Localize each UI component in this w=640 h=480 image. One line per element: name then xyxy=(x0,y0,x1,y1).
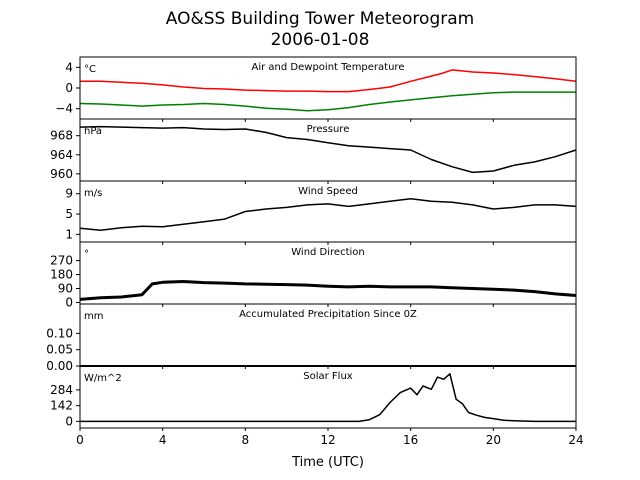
panel-unit: °C xyxy=(84,64,96,75)
panel-title: Pressure xyxy=(307,124,350,135)
panel-title: Solar Flux xyxy=(303,371,353,382)
panel-1: 4 0 −4 Air and Dewpoint Temperature °C xyxy=(55,56,577,122)
y-tick-label: 964 xyxy=(50,148,73,162)
x-axis: 0 4 8 12 16 20 24 xyxy=(76,433,583,447)
panel-3: 9 5 1 Wind Speed m/s xyxy=(65,180,577,245)
y-tick-label: 0 xyxy=(65,414,73,428)
x-tick-label: 16 xyxy=(403,433,418,447)
panel-title: Wind Direction xyxy=(291,247,365,258)
y-tick-label: 960 xyxy=(50,167,73,181)
x-tick-label: 0 xyxy=(76,433,84,447)
y-tick-label: 968 xyxy=(50,129,73,143)
y-tick-label: 90 xyxy=(58,282,73,296)
series-line-other xyxy=(79,125,577,174)
panel-unit: hPa xyxy=(84,126,102,137)
y-tick-label: 0.00 xyxy=(46,359,73,373)
panel-unit: mm xyxy=(84,311,103,322)
x-tick-label: 8 xyxy=(242,433,250,447)
panel-title: Wind Speed xyxy=(298,186,358,197)
series-line-other xyxy=(79,280,577,301)
y-tick-label: 9 xyxy=(65,187,73,201)
series-line-dewpoint xyxy=(79,91,576,112)
y-tick-label: 142 xyxy=(50,399,73,413)
x-tick-label: 4 xyxy=(159,433,167,447)
y-tick-label: 0 xyxy=(65,81,73,95)
y-tick-label: 0 xyxy=(65,295,73,309)
x-tick-label: 12 xyxy=(320,433,335,447)
panel-title: Accumulated Precipitation Since 0Z xyxy=(239,309,417,320)
chart-title-line2: 2006-01-08 xyxy=(271,30,370,50)
y-tick-label: 4 xyxy=(65,60,73,74)
panels: 4 0 −4 Air and Dewpoint Temperature °C 968 964… xyxy=(46,56,577,431)
panel-5: 0.10 0.05 0.00 Accumulated Precipitation Si… xyxy=(46,303,577,373)
series-line-other xyxy=(80,373,576,423)
chart-title-line1: AO&SS Building Tower Meteorogram xyxy=(166,9,474,29)
y-tick-label: −4 xyxy=(55,102,73,116)
series-line-temperature xyxy=(80,69,577,93)
y-tick-label: 0.05 xyxy=(46,343,73,357)
y-tick-label: 5 xyxy=(65,207,73,221)
x-tick-label: 20 xyxy=(486,433,501,447)
panel-unit: ° xyxy=(84,249,89,260)
panel-title: Air and Dewpoint Temperature xyxy=(252,62,405,73)
y-tick-label: 284 xyxy=(50,383,73,397)
y-tick-label: 270 xyxy=(50,254,73,268)
panel-unit: m/s xyxy=(84,188,102,199)
series-line-other xyxy=(79,198,577,232)
x-tick-label: 24 xyxy=(568,433,583,447)
panel-unit: W/m^2 xyxy=(84,373,122,384)
y-tick-label: 180 xyxy=(50,268,73,282)
x-axis-label: Time (UTC) xyxy=(291,455,364,470)
y-tick-label: 0.10 xyxy=(46,326,73,340)
y-tick-label: 1 xyxy=(65,227,73,241)
panel-2: 968 964 960 Pressure hPa xyxy=(50,118,577,184)
